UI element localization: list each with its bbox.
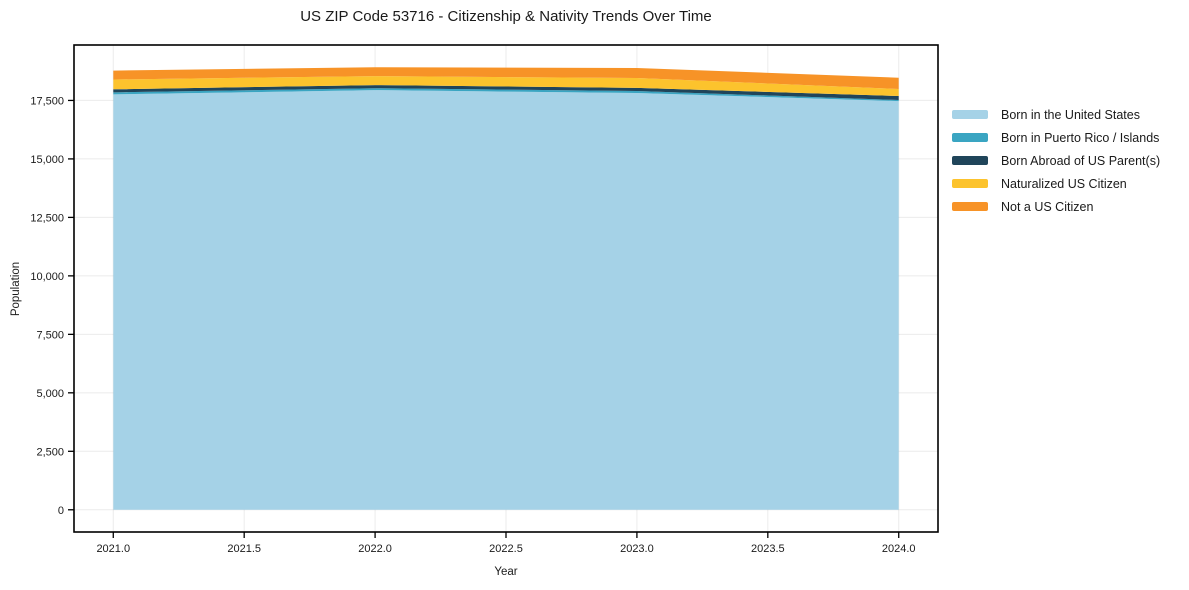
x-tick-label: 2021.5 — [227, 543, 261, 555]
legend-item-naturalized-us-citizen: Naturalized US Citizen — [952, 172, 1160, 195]
x-axis-label: Year — [494, 566, 518, 578]
x-tick-label: 2022.5 — [489, 543, 523, 555]
legend-item-born-in-puerto-rico-islands: Born in Puerto Rico / Islands — [952, 126, 1160, 149]
y-tick-label: 15,000 — [30, 154, 64, 166]
area-naturalized-us-citizen — [113, 76, 899, 96]
area-born-abroad-of-us-parent-s — [113, 85, 899, 100]
x-tick-label: 2022.0 — [358, 543, 392, 555]
y-tick-label: 10,000 — [30, 271, 64, 283]
y-tick-label: 12,500 — [30, 212, 64, 224]
legend-label: Born in Puerto Rico / Islands — [1001, 130, 1160, 145]
y-tick-label: 7,500 — [36, 329, 64, 341]
legend-swatch — [952, 110, 988, 119]
legend-swatch — [952, 156, 988, 165]
legend-item-not-a-us-citizen: Not a US Citizen — [952, 195, 1160, 218]
x-tick-label: 2024.0 — [882, 543, 916, 555]
legend-swatch — [952, 179, 988, 188]
y-tick-label: 0 — [58, 505, 64, 517]
legend-label: Born in the United States — [1001, 107, 1140, 122]
legend-item-born-abroad-of-us-parent-s: Born Abroad of US Parent(s) — [952, 149, 1160, 172]
y-axis-label: Population — [10, 261, 22, 317]
legend-swatch — [952, 133, 988, 142]
legend-label: Naturalized US Citizen — [1001, 176, 1127, 191]
y-tick-label: 5,000 — [36, 388, 64, 400]
chart-title: US ZIP Code 53716 - Citizenship & Nativi… — [300, 8, 712, 25]
legend-swatch — [952, 202, 988, 211]
legend-item-born-in-the-united-states: Born in the United States — [952, 103, 1160, 126]
area-born-in-the-united-states — [113, 90, 899, 510]
y-tick-label: 2,500 — [36, 446, 64, 458]
x-tick-label: 2023.0 — [620, 543, 654, 555]
legend-label: Born Abroad of US Parent(s) — [1001, 153, 1161, 168]
legend-label: Not a US Citizen — [1001, 199, 1094, 214]
legend: Born in the United States Born in Puerto … — [952, 103, 1160, 218]
x-tick-label: 2021.0 — [96, 543, 130, 555]
y-tick-label: 17,500 — [30, 95, 64, 107]
x-tick-label: 2023.5 — [751, 543, 785, 555]
area-not-a-us-citizen — [113, 67, 899, 89]
area-born-in-puerto-rico-islands — [113, 88, 899, 102]
